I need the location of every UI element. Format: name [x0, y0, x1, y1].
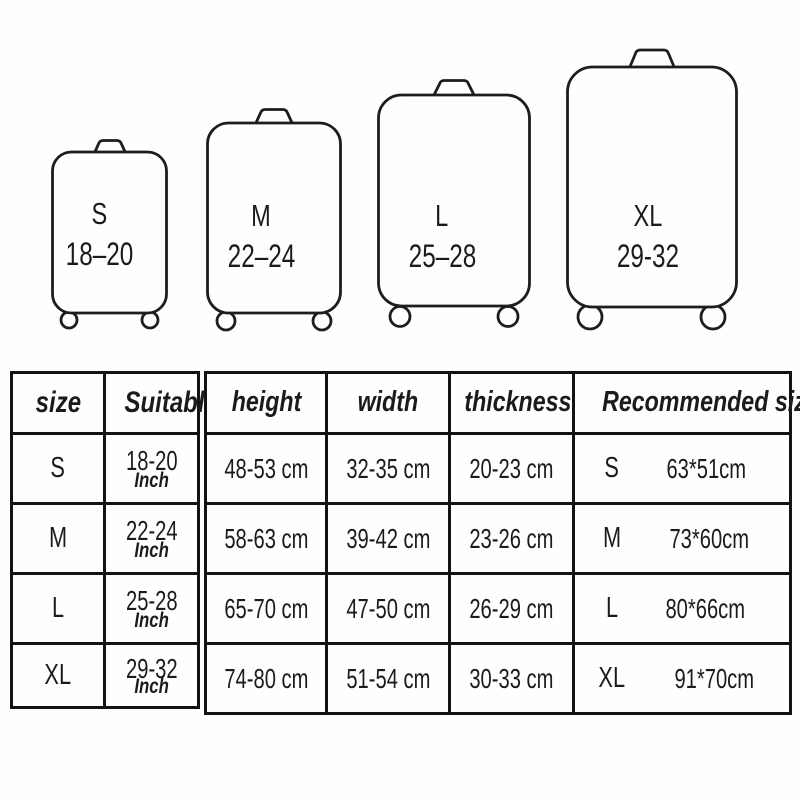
cell-width: 51-54 cm — [325, 642, 451, 715]
cell-unit-text: Inch — [134, 539, 169, 563]
suitcase-l-outline — [377, 79, 531, 328]
cell-recommended-size: S 63*51cm — [572, 432, 792, 505]
cell-thickness: 26-29 cm — [448, 572, 575, 645]
table-row: M 22-24 Inch — [10, 502, 200, 575]
suitcase-l-wheel-icon — [496, 305, 520, 328]
suitcase-m-wheel-icon — [311, 310, 333, 332]
size-table: size Suitable Size S 18-20 Inch M 22-24 … — [10, 371, 273, 709]
suitcase-m-body — [206, 121, 342, 315]
suitcase-xl-body — [566, 65, 738, 309]
col-header-recommended-size: Recommended size — [572, 371, 800, 435]
recommended-size-letter: S — [604, 452, 619, 484]
col-header-height: height — [204, 371, 328, 435]
recommended-size-dimensions: 91*70cm — [674, 662, 755, 694]
cell-width: 47-50 cm — [325, 572, 451, 645]
suitcase-s-size-text: S — [91, 196, 107, 231]
cell-recommended-size: L 80*66cm — [572, 572, 792, 645]
col-header-suitable-size: Suitable Size — [103, 371, 273, 435]
suitcase-xl-range-text: 29-32 — [616, 238, 680, 274]
cell-range-text: 22-24 — [125, 514, 178, 546]
suitcase-m-handle-icon — [253, 108, 295, 126]
cell-suitable-size: 25-28 Inch — [103, 572, 200, 645]
cell-range-text: 29-32 — [125, 653, 178, 685]
recommended-size-letter: M — [602, 522, 621, 554]
suitcase-xl-outline — [566, 48, 738, 331]
table-row: 48-53 cm 32-35 cm 20-23 cm S 63*51cm — [204, 432, 792, 505]
suitcase-m-label: M 22–24 — [176, 196, 346, 276]
table-row: 74-80 cm 51-54 cm 30-33 cm XL 91*70cm — [204, 642, 792, 715]
suitcase-m-size-text: M — [251, 198, 271, 233]
suitcase-m-range-text: 22–24 — [227, 238, 295, 274]
cell-suitable-size: 29-32 Inch — [103, 642, 200, 709]
cell-width: 39-42 cm — [325, 502, 451, 575]
suitcase-l-wheel-icon — [388, 305, 412, 328]
cell-size: S — [10, 432, 106, 505]
suitcase-s-label: S 18–20 — [14, 194, 184, 274]
suitcase-illustrations — [51, 48, 738, 332]
suitcase-l-handle-icon — [431, 79, 477, 98]
cell-unit-text: Inch — [134, 469, 169, 493]
cell-size: XL — [10, 642, 106, 709]
dimension-table-header-row: height width thickness Recommended size — [204, 371, 800, 435]
col-header-size: size — [10, 371, 106, 435]
suitcase-l-range-text: 25–28 — [408, 238, 476, 274]
suitcase-xl-label: XL 29-32 — [563, 196, 733, 276]
cell-thickness: 23-26 cm — [448, 502, 575, 575]
suitcase-l-body — [377, 93, 531, 308]
cell-thickness: 20-23 cm — [448, 432, 575, 505]
suitcase-l-label: L 25–28 — [357, 196, 527, 276]
cell-thickness: 30-33 cm — [448, 642, 575, 715]
suitcase-s-outline — [51, 139, 168, 330]
cell-height: 65-70 cm — [204, 572, 328, 645]
col-header-width: width — [325, 371, 451, 435]
cell-size: M — [10, 502, 106, 575]
recommended-size-letter: XL — [598, 662, 626, 694]
col-header-thickness: thickness — [448, 371, 575, 435]
suitcase-l-size-text: L — [435, 198, 449, 233]
cell-height: 74-80 cm — [204, 642, 328, 715]
suitcase-m-outline — [206, 108, 342, 332]
table-row: 58-63 cm 39-42 cm 23-26 cm M 73*60cm — [204, 502, 792, 575]
cell-recommended-size: M 73*60cm — [572, 502, 792, 575]
cell-height: 48-53 cm — [204, 432, 328, 505]
cell-suitable-size: 18-20 Inch — [103, 432, 200, 505]
cell-unit-text: Inch — [134, 609, 169, 633]
table-row: XL 29-32 Inch — [10, 642, 200, 709]
suitcase-s-body — [51, 150, 168, 315]
cell-recommended-size: XL 91*70cm — [572, 642, 792, 715]
size-table-header-row: size Suitable Size — [10, 371, 273, 435]
suitcase-xl-handle-icon — [627, 48, 677, 70]
cell-height: 58-63 cm — [204, 502, 328, 575]
cell-range-text: 18-20 — [125, 444, 178, 476]
suitcase-xl-size-text: XL — [633, 198, 663, 233]
cell-width: 32-35 cm — [325, 432, 451, 505]
cell-suitable-size: 22-24 Inch — [103, 502, 200, 575]
suitcase-xl-wheel-icon — [576, 303, 604, 331]
cell-unit-text: Inch — [134, 674, 169, 698]
cell-range-text: 25-28 — [125, 584, 178, 616]
suitcase-xl-wheel-icon — [699, 303, 727, 331]
recommended-size-dimensions: 73*60cm — [669, 522, 749, 554]
table-row: L 25-28 Inch — [10, 572, 200, 645]
recommended-size-dimensions: 80*66cm — [665, 592, 745, 624]
suitcase-s-range-text: 18–20 — [65, 236, 133, 272]
suitcase-s-handle-icon — [92, 139, 128, 155]
cell-size: L — [10, 572, 106, 645]
recommended-size-letter: L — [605, 592, 618, 624]
table-row: 65-70 cm 47-50 cm 26-29 cm L 80*66cm — [204, 572, 792, 645]
suitcase-m-wheel-icon — [215, 310, 237, 332]
recommended-size-dimensions: 63*51cm — [666, 452, 747, 484]
table-row: S 18-20 Inch — [10, 432, 200, 505]
dimension-table: height width thickness Recommended size … — [204, 371, 800, 715]
